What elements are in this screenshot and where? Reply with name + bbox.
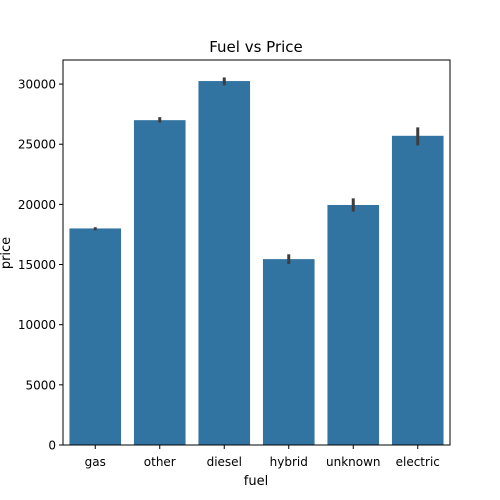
y-tick-label: 25000 <box>18 138 56 152</box>
x-tick-label: unknown <box>326 455 381 469</box>
x-tick-label: hybrid <box>270 455 308 469</box>
y-tick-label: 5000 <box>25 378 56 392</box>
bars-group <box>69 81 444 445</box>
x-tick-label: electric <box>396 455 440 469</box>
x-tick-label: diesel <box>207 455 242 469</box>
y-tick-label: 15000 <box>18 258 56 272</box>
y-tick-label: 10000 <box>18 318 56 332</box>
chart-title: Fuel vs Price <box>209 38 303 56</box>
plot-frame <box>62 59 451 446</box>
x-axis: gas other diesel hybrid unknown electric <box>85 445 440 469</box>
bar-unknown <box>327 204 380 445</box>
y-tick-label: 20000 <box>18 198 56 212</box>
y-axis-label: price <box>0 237 14 269</box>
bar-gas <box>69 228 122 445</box>
y-axis: 0 5000 10000 15000 20000 25000 30000 <box>18 78 63 453</box>
y-tick-label: 0 <box>48 439 56 453</box>
bar-electric <box>391 135 444 445</box>
x-tick-label: other <box>144 455 176 469</box>
y-tick-label: 30000 <box>18 78 56 92</box>
x-axis-label: fuel <box>244 474 268 489</box>
bar-other <box>133 120 186 445</box>
x-tick-label: gas <box>85 455 106 469</box>
error-bars-group <box>93 77 420 264</box>
bar-diesel <box>198 81 251 445</box>
bar-hybrid <box>262 259 315 445</box>
